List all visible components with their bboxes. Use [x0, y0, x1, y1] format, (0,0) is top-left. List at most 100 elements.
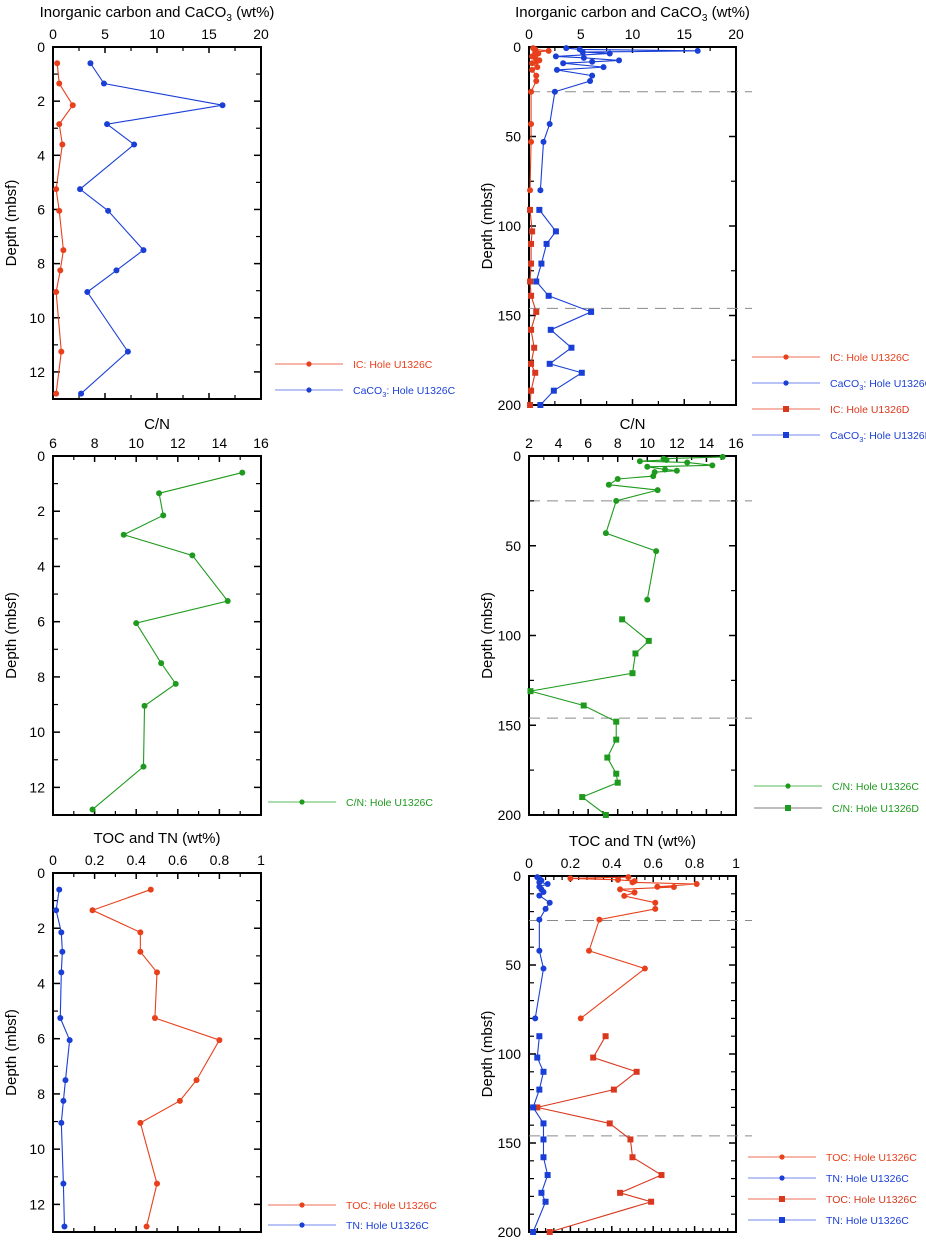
data-point [60, 1097, 67, 1104]
data-point-square [610, 1086, 617, 1093]
legend-label: TOC: Hole U1326C [346, 1200, 437, 1212]
data-point-square [528, 326, 535, 333]
data-point-square [547, 326, 554, 333]
data-point [694, 47, 701, 54]
data-point-square [528, 240, 535, 247]
series-c-n-hole-u1326c [602, 453, 726, 603]
y-tick-label: 150 [498, 1135, 522, 1151]
legend-marker-square [779, 1196, 785, 1202]
data-point-square [531, 344, 538, 351]
data-point [617, 886, 624, 893]
data-point [536, 879, 543, 886]
data-point-square [530, 1104, 537, 1111]
y-tick-label: 0 [37, 39, 45, 55]
data-point-square [568, 344, 575, 351]
data-point [615, 876, 622, 883]
legend-entry: C/N: Hole U1326D [754, 803, 919, 815]
series-c-n-hole-u1326c [89, 469, 246, 813]
x-tick-label: 20 [728, 26, 744, 42]
data-point [529, 66, 536, 73]
data-point [151, 1014, 158, 1021]
data-point [56, 207, 63, 214]
data-point [653, 548, 660, 555]
legend-label: CaCO3: Hole U1326D [830, 430, 926, 444]
data-point [219, 102, 226, 109]
data-point-square [550, 387, 557, 394]
series-tn-hole-u1326c [530, 1033, 551, 1235]
data-point [137, 929, 144, 936]
data-point-square [528, 387, 535, 394]
data-point-square [532, 369, 539, 376]
legend-marker-square [779, 1217, 785, 1223]
legend-label: TOC: Hole U1326C [826, 1152, 917, 1164]
data-point [528, 88, 535, 95]
data-point-square [528, 292, 535, 299]
series-caco3-hole-u1326d [533, 206, 595, 408]
legend-entry: IC: Hole U1326C [275, 359, 433, 371]
series-toc-hole-u1326c [89, 886, 223, 1230]
y-tick-label: 12 [29, 364, 45, 380]
series-line [570, 876, 697, 1019]
legend-label: IC: Hole U1326D [830, 404, 910, 416]
data-point [53, 186, 60, 193]
y-tick-label: 50 [505, 129, 521, 145]
data-point-square [528, 360, 535, 367]
data-point [650, 473, 657, 480]
y-tick-label: 2 [37, 503, 45, 519]
legend-marker [306, 387, 312, 393]
data-point [586, 947, 593, 954]
data-point [528, 120, 535, 127]
data-point-square [546, 360, 553, 367]
y-tick-label: 12 [29, 779, 45, 795]
data-point [56, 886, 63, 893]
chart-title: TOC and TN (wt%) [569, 833, 696, 850]
x-tick-label: 0.8 [685, 855, 705, 871]
data-point-square [614, 779, 621, 786]
data-point [652, 905, 659, 912]
x-tick-label: 0.4 [126, 852, 146, 868]
data-point [53, 289, 60, 296]
data-point-square [534, 1054, 541, 1061]
data-point [87, 60, 94, 67]
y-tick-label: 2 [37, 93, 45, 109]
data-point-square [540, 1154, 547, 1161]
data-point [69, 102, 76, 109]
panel-ic-caco3-c: 0 5 10 15 20 0 2 4 6 8 10 12 Inorganic carbon and Ca… [3, 4, 456, 400]
data-point [551, 88, 558, 95]
data-point [143, 1223, 150, 1230]
series-line [534, 876, 551, 1019]
y-tick-label: 8 [37, 669, 45, 685]
legend-label: CaCO3: Hole U1326C [353, 385, 456, 399]
data-point [536, 916, 543, 923]
data-point [553, 66, 560, 73]
data-point-square [536, 206, 543, 213]
legend-marker [779, 1154, 785, 1160]
series-tn-hole-u1326c [532, 874, 553, 1022]
data-point [560, 60, 567, 67]
y-axis-label: Depth (mbsf) [479, 592, 496, 679]
data-point [60, 247, 67, 254]
data-point [147, 886, 154, 893]
legend-entry: CaCO3: Hole U1326C [275, 385, 456, 399]
data-point [154, 969, 160, 976]
y-axis-label: Depth (mbsf) [479, 1011, 496, 1098]
data-point [641, 965, 648, 972]
chart-title: TOC and TN (wt%) [94, 830, 221, 847]
x-tick-label: 12 [170, 435, 186, 451]
data-point-square [613, 718, 620, 725]
data-point-square [552, 228, 559, 235]
series-line [530, 618, 650, 816]
data-point-square [613, 770, 620, 777]
legend-entry: TOC: Hole U1326C [748, 1194, 917, 1206]
y-tick-label: 12 [29, 1196, 45, 1212]
data-point [580, 54, 587, 61]
data-point [54, 60, 61, 67]
data-point [546, 120, 553, 127]
data-point [654, 487, 661, 494]
x-tick-label: 0 [525, 26, 533, 42]
data-point [536, 892, 543, 899]
data-point [577, 1015, 584, 1022]
